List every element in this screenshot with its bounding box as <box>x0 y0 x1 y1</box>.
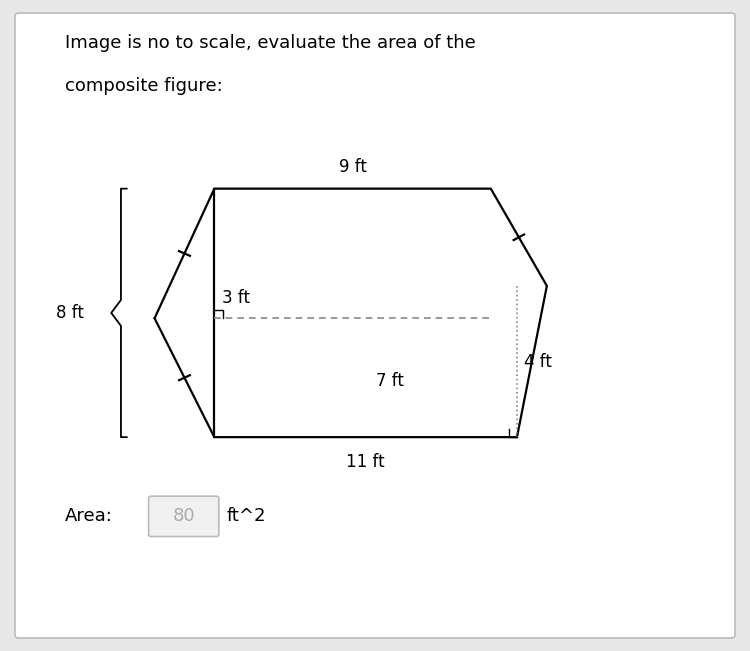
Text: 80: 80 <box>172 507 195 525</box>
Text: 7 ft: 7 ft <box>376 372 404 391</box>
Text: 4 ft: 4 ft <box>524 352 552 370</box>
Text: Image is no to scale, evaluate the area of the: Image is no to scale, evaluate the area … <box>65 34 476 52</box>
Text: 3 ft: 3 ft <box>222 290 250 307</box>
Text: 11 ft: 11 ft <box>346 453 385 471</box>
FancyBboxPatch shape <box>148 496 219 536</box>
Text: 8 ft: 8 ft <box>56 304 83 322</box>
Text: Area:: Area: <box>65 507 112 525</box>
Text: ft^2: ft^2 <box>227 507 266 525</box>
Text: composite figure:: composite figure: <box>65 77 223 95</box>
Text: 9 ft: 9 ft <box>339 158 367 176</box>
